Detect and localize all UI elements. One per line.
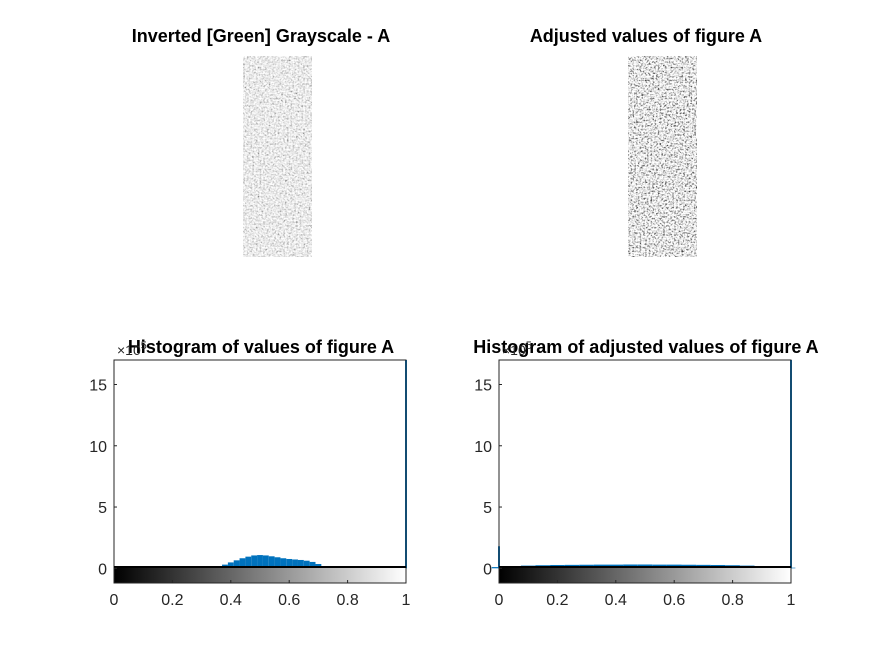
y-tick-label: 10 — [474, 439, 492, 456]
image-panel-adjusted: Adjusted values of figure A — [530, 26, 762, 257]
x-tick-label: 1 — [787, 592, 796, 609]
x-tick-label: 0 — [110, 592, 119, 609]
colorbar-adjusted — [499, 567, 791, 583]
grayscale-image-original — [243, 56, 312, 257]
histogram-bar — [292, 559, 298, 569]
histogram-bar — [297, 559, 304, 569]
x-axis-adjusted: 0 0.2 0.4 0.6 0.8 1 — [495, 580, 796, 609]
x-tick-label: 0.6 — [278, 592, 300, 609]
histogram-bar — [251, 555, 258, 569]
histogram-bar — [239, 558, 246, 569]
histogram-bar — [303, 560, 310, 569]
y-tick-label: 15 — [474, 378, 492, 395]
x-tick-label: 0.8 — [721, 592, 743, 609]
y-exponent-label-adjusted: ×105 — [502, 340, 532, 358]
image-title-adjusted: Adjusted values of figure A — [530, 26, 762, 46]
x-tick-label: 0 — [495, 592, 504, 609]
histogram-bar — [280, 558, 287, 569]
histogram-title-adjusted: Histogram of adjusted values of figure A — [473, 337, 818, 357]
histogram-title-original: Histogram of values of figure A — [128, 337, 394, 357]
colorbar-original — [114, 567, 406, 583]
histogram-bar — [286, 558, 293, 569]
y-axis-original: 0 5 10 15 — [89, 378, 117, 578]
histogram-original: Histogram of values of figure A ×105 0 5 1… — [89, 337, 410, 609]
y-tick-label: 5 — [483, 500, 492, 517]
axes-box-adjusted — [498, 359, 792, 584]
x-axis-original: 0 0.2 0.4 0.6 0.8 1 — [110, 580, 411, 609]
histogram-adjusted: Histogram of adjusted values of figure A… — [473, 337, 818, 609]
histogram-bar — [233, 560, 240, 569]
image-title-original: Inverted [Green] Grayscale - A — [132, 26, 390, 46]
histogram-bar — [262, 555, 269, 569]
y-tick-label: 0 — [483, 561, 492, 578]
y-tick-label: 10 — [89, 439, 107, 456]
y-exponent-label-original: ×105 — [117, 340, 147, 358]
histogram-bar — [257, 555, 263, 569]
histogram-bar — [245, 556, 252, 569]
histogram-bar — [227, 562, 234, 569]
grayscale-image-adjusted — [628, 56, 697, 257]
x-tick-label: 0.8 — [336, 592, 358, 609]
x-tick-label: 0.4 — [220, 592, 242, 609]
y-tick-label: 15 — [89, 378, 107, 395]
histogram-bars-adjusted — [491, 360, 796, 569]
y-tick-label: 5 — [98, 500, 107, 517]
histogram-bars-original — [198, 360, 407, 569]
x-tick-label: 1 — [402, 592, 411, 609]
x-tick-label: 0.2 — [546, 592, 568, 609]
x-tick-label: 0.4 — [605, 592, 627, 609]
image-panel-original: Inverted [Green] Grayscale - A — [132, 26, 390, 257]
y-axis-adjusted: 0 5 10 15 — [474, 378, 502, 578]
histogram-bar — [274, 557, 281, 569]
histogram-bar — [268, 556, 275, 569]
x-tick-label: 0.2 — [161, 592, 183, 609]
histogram-bar — [309, 561, 316, 569]
y-tick-label: 0 — [98, 561, 107, 578]
axes-box-original — [113, 359, 407, 584]
x-tick-label: 0.6 — [663, 592, 685, 609]
